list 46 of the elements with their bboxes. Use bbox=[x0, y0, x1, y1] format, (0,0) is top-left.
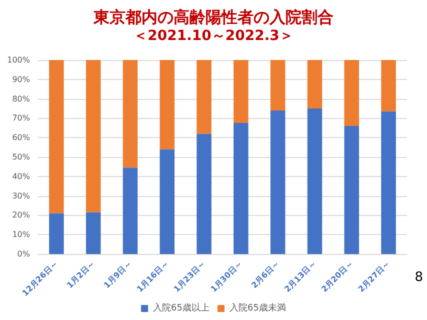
bar bbox=[86, 212, 101, 254]
bar bbox=[381, 111, 396, 254]
y-tick-label: 30% bbox=[12, 191, 30, 200]
bar bbox=[49, 213, 64, 254]
legend-label: 入院65歳未満 bbox=[230, 302, 286, 314]
chart-title: 東京都内の高齢陽性者の入院割合 bbox=[92, 8, 334, 26]
y-tick-label: 60% bbox=[12, 133, 30, 142]
x-tick-label: 2月20日～ bbox=[320, 258, 355, 294]
bar bbox=[234, 60, 248, 124]
bar bbox=[86, 60, 101, 212]
x-tick-label: 12月26日～ bbox=[20, 258, 60, 298]
bar bbox=[270, 60, 286, 110]
bar bbox=[122, 168, 138, 254]
x-tick-label: 2月27日～ bbox=[356, 258, 392, 294]
x-tick-label: 1月23日～ bbox=[172, 258, 208, 294]
y-tick-label: 100% bbox=[7, 56, 30, 64]
bar bbox=[270, 110, 286, 254]
y-tick-label: 40% bbox=[12, 172, 30, 181]
y-tick-label: 0% bbox=[17, 250, 30, 258]
y-tick-label: 80% bbox=[12, 94, 30, 104]
bar bbox=[344, 126, 360, 254]
bar bbox=[307, 108, 322, 254]
bar bbox=[381, 60, 396, 112]
legend-label: 入院65歳以上 bbox=[153, 302, 210, 314]
text: 8 bbox=[414, 270, 424, 285]
bar bbox=[160, 60, 175, 150]
chart-subtitle: ＜2021.10～2022.3＞ bbox=[134, 28, 294, 44]
x-tick-label: 1月16日～ bbox=[135, 258, 170, 294]
bar bbox=[307, 60, 322, 108]
y-tick-label: 50% bbox=[12, 152, 30, 162]
bar bbox=[344, 60, 360, 126]
y-tick-label: 90% bbox=[12, 74, 30, 84]
y-tick-label: 20% bbox=[12, 210, 30, 220]
x-tick-label: 2月6日～ bbox=[250, 258, 282, 290]
x-tick-label: 1月9日～ bbox=[102, 258, 134, 290]
y-tick-label: 70% bbox=[12, 114, 30, 123]
x-tick-label: 2月13日～ bbox=[282, 258, 318, 294]
bar bbox=[122, 60, 138, 168]
bar bbox=[49, 60, 64, 214]
bar bbox=[196, 60, 212, 134]
x-tick-label: 1月30日～ bbox=[209, 258, 244, 294]
bar bbox=[196, 134, 212, 254]
x-tick-label: 1月2日～ bbox=[65, 258, 97, 290]
y-tick-label: 10% bbox=[12, 230, 30, 240]
bar bbox=[160, 149, 175, 254]
bar bbox=[234, 123, 248, 254]
